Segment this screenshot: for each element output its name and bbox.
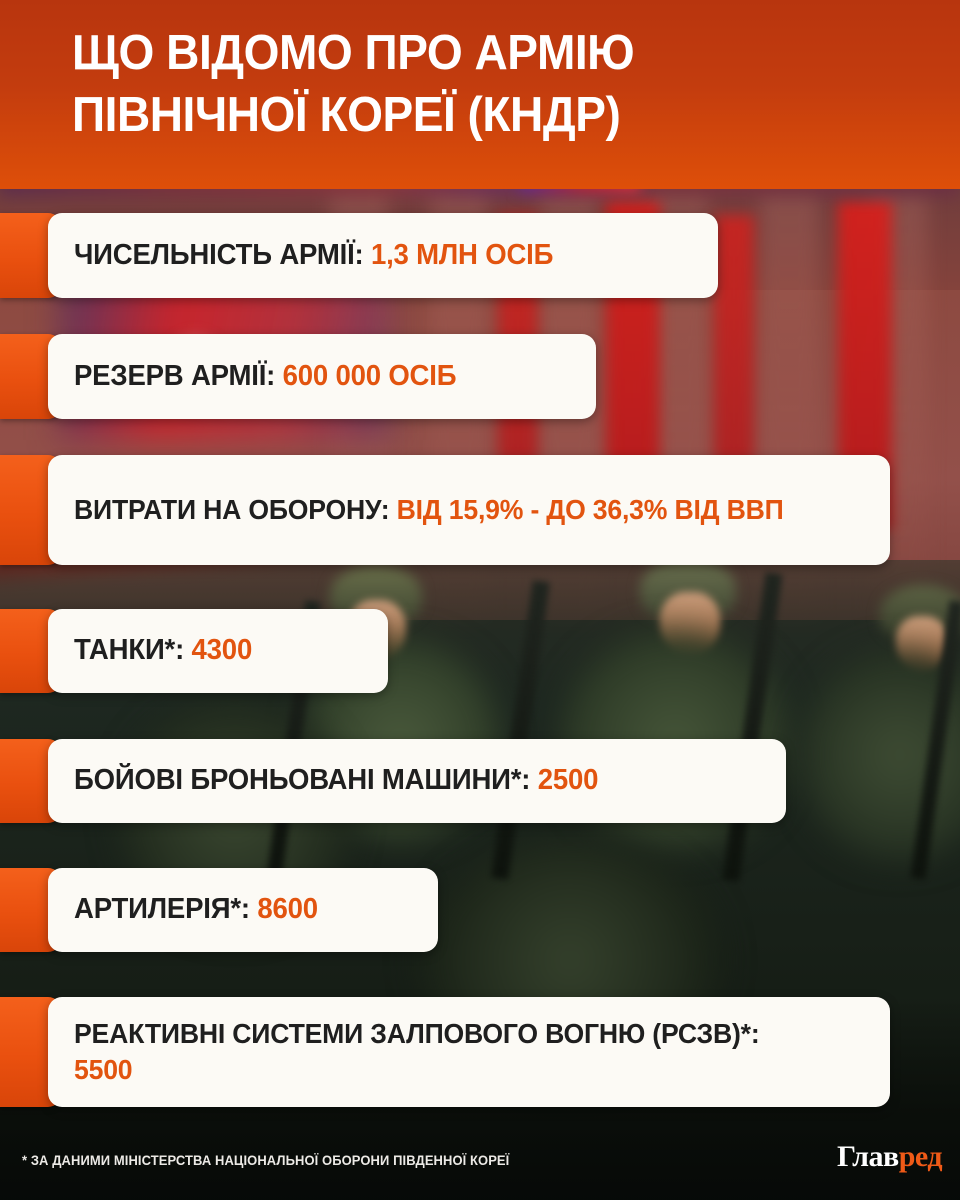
stat-row: АРТИЛЕРІЯ*: 8600 xyxy=(0,868,438,952)
stat-value: 5500 xyxy=(74,1054,133,1085)
stat-label: АРТИЛЕРІЯ*: xyxy=(74,893,250,926)
stat-label: ВИТРАТИ НА ОБОРОНУ: xyxy=(74,493,390,525)
page-title: ЩО ВІДОМО ПРО АРМІЮ ПІВНІЧНОЇ КОРЕЇ (КНДР… xyxy=(72,22,852,146)
stat-card-text: ВИТРАТИ НА ОБОРОНУ: ВІД 15,9% - ДО 36,3%… xyxy=(74,492,784,528)
stat-label: РЕЗЕРВ АРМІЇ: xyxy=(74,359,276,392)
stat-card-text: БОЙОВІ БРОНЬОВАНІ МАШИНИ*: 2500 xyxy=(74,763,598,798)
stat-card-text: РЕЗЕРВ АРМІЇ: 600 000 ОСІБ xyxy=(74,359,457,394)
stat-card: ВИТРАТИ НА ОБОРОНУ: ВІД 15,9% - ДО 36,3%… xyxy=(48,455,890,565)
stat-label: РЕАКТИВНІ СИСТЕМИ ЗАЛПОВОГО ВОГНЮ (РСЗВ)… xyxy=(74,1017,760,1049)
stat-value: 8600 xyxy=(257,893,318,926)
logo-part-glav: Глав xyxy=(836,1140,899,1173)
page-title-line1: ЩО ВІДОМО ПРО АРМІЮ xyxy=(72,26,635,80)
stat-card: РЕЗЕРВ АРМІЇ: 600 000 ОСІБ xyxy=(48,334,596,419)
stat-card-text: ТАНКИ*: 4300 xyxy=(74,633,252,668)
stat-card: ТАНКИ*: 4300 xyxy=(48,609,388,693)
page-title-line2: ПІВНІЧНОЇ КОРЕЇ (КНДР) xyxy=(72,88,621,142)
stat-card-text: РЕАКТИВНІ СИСТЕМИ ЗАЛПОВОГО ВОГНЮ (РСЗВ)… xyxy=(74,1016,825,1089)
stat-value: ВІД 15,9% - ДО 36,3% ВІД ВВП xyxy=(396,493,784,525)
stat-card-text: АРТИЛЕРІЯ*: 8600 xyxy=(74,892,318,927)
stat-label: ТАНКИ*: xyxy=(74,634,185,667)
background-red-banner xyxy=(714,215,754,465)
stat-card: БОЙОВІ БРОНЬОВАНІ МАШИНИ*: 2500 xyxy=(48,739,786,823)
stat-card: РЕАКТИВНІ СИСТЕМИ ЗАЛПОВОГО ВОГНЮ (РСЗВ)… xyxy=(48,997,890,1107)
stat-value: 2500 xyxy=(537,764,599,797)
stat-row: ЧИСЕЛЬНІСТЬ АРМІЇ: 1,3 МЛН ОСІБ xyxy=(0,213,718,298)
stat-row: ВИТРАТИ НА ОБОРОНУ: ВІД 15,9% - ДО 36,3%… xyxy=(0,455,890,565)
stat-card: ЧИСЕЛЬНІСТЬ АРМІЇ: 1,3 МЛН ОСІБ xyxy=(48,213,718,298)
stat-row: РЕАКТИВНІ СИСТЕМИ ЗАЛПОВОГО ВОГНЮ (РСЗВ)… xyxy=(0,997,890,1107)
stat-row: ТАНКИ*: 4300 xyxy=(0,609,388,693)
stat-card: АРТИЛЕРІЯ*: 8600 xyxy=(48,868,438,952)
stat-row: РЕЗЕРВ АРМІЇ: 600 000 ОСІБ xyxy=(0,334,596,419)
logo-part-red: ред xyxy=(898,1140,943,1173)
stat-label: БОЙОВІ БРОНЬОВАНІ МАШИНИ*: xyxy=(74,764,531,797)
stat-value: 4300 xyxy=(191,634,253,667)
source-footnote: * ЗА ДАНИМИ МІНІСТЕРСТВА НАЦІОНАЛЬНОЇ ОБ… xyxy=(22,1153,510,1168)
header-banner: ЩО ВІДОМО ПРО АРМІЮ ПІВНІЧНОЇ КОРЕЇ (КНДР… xyxy=(0,0,960,189)
stat-value: 600 000 ОСІБ xyxy=(282,359,457,392)
stat-label: ЧИСЕЛЬНІСТЬ АРМІЇ: xyxy=(74,238,364,271)
stat-row: БОЙОВІ БРОНЬОВАНІ МАШИНИ*: 2500 xyxy=(0,739,786,823)
glavred-logo[interactable]: Главред xyxy=(836,1140,943,1174)
stat-card-text: ЧИСЕЛЬНІСТЬ АРМІЇ: 1,3 МЛН ОСІБ xyxy=(74,238,553,273)
stat-value: 1,3 МЛН ОСІБ xyxy=(370,238,554,271)
